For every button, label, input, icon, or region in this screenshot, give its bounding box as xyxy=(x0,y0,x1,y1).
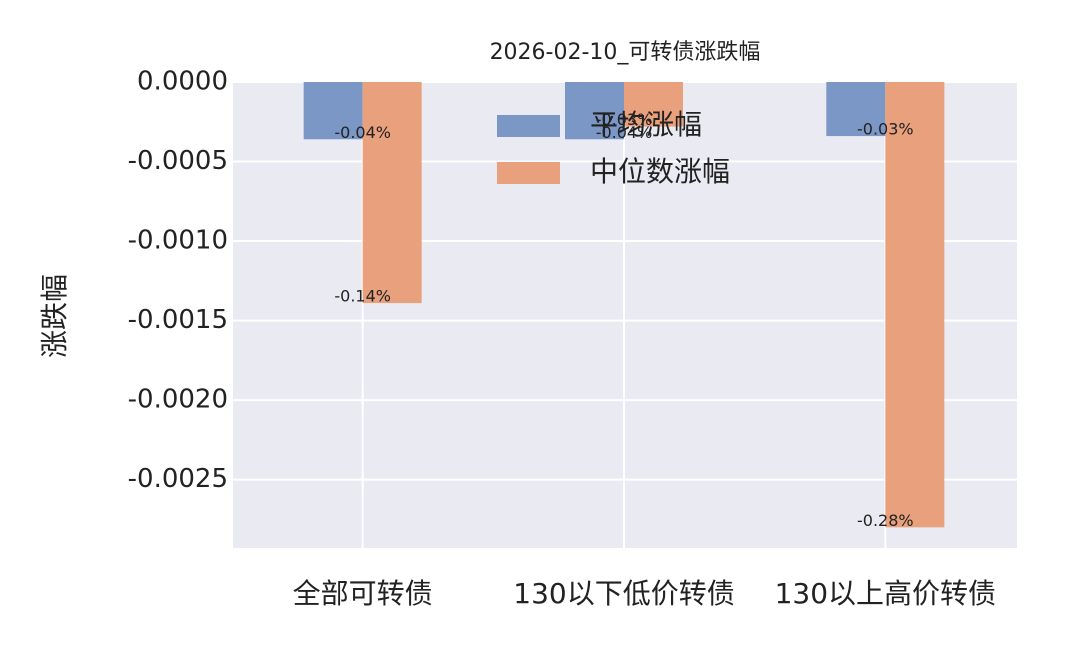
y-tick-label: -0.0020 xyxy=(128,385,228,415)
x-tick-label: 130以下低价转债 xyxy=(513,577,734,610)
bar xyxy=(624,82,683,127)
y-tick-label: -0.0010 xyxy=(128,226,228,256)
y-axis-label: 涨跌幅 xyxy=(38,274,71,358)
data-label: -0.14% xyxy=(334,287,391,306)
chart-title: 2026-02-10_可转债涨跌幅 xyxy=(490,40,761,65)
x-tick-label: 全部可转债 xyxy=(293,577,433,610)
y-tick-label: -0.0015 xyxy=(128,305,228,335)
legend-swatch xyxy=(497,115,560,137)
x-tick-label: 130以上高价转债 xyxy=(775,577,996,610)
data-label: -0.03% xyxy=(596,110,653,129)
legend-label: 平均涨幅 xyxy=(590,108,702,141)
data-label: -0.28% xyxy=(857,511,914,530)
data-label: -0.04% xyxy=(596,123,653,142)
bar xyxy=(303,82,363,140)
data-label: -0.03% xyxy=(857,120,914,139)
y-tick-label: -0.0025 xyxy=(128,464,228,494)
legend-label: 中位数涨幅 xyxy=(590,155,730,188)
bar xyxy=(565,82,624,140)
y-tick-label: 0.0000 xyxy=(137,67,228,97)
bar xyxy=(362,82,422,304)
bar xyxy=(826,82,886,137)
bar xyxy=(885,82,945,528)
legend-swatch xyxy=(497,162,560,184)
data-label: -0.04% xyxy=(334,123,391,142)
y-tick-label: -0.0005 xyxy=(128,146,228,176)
